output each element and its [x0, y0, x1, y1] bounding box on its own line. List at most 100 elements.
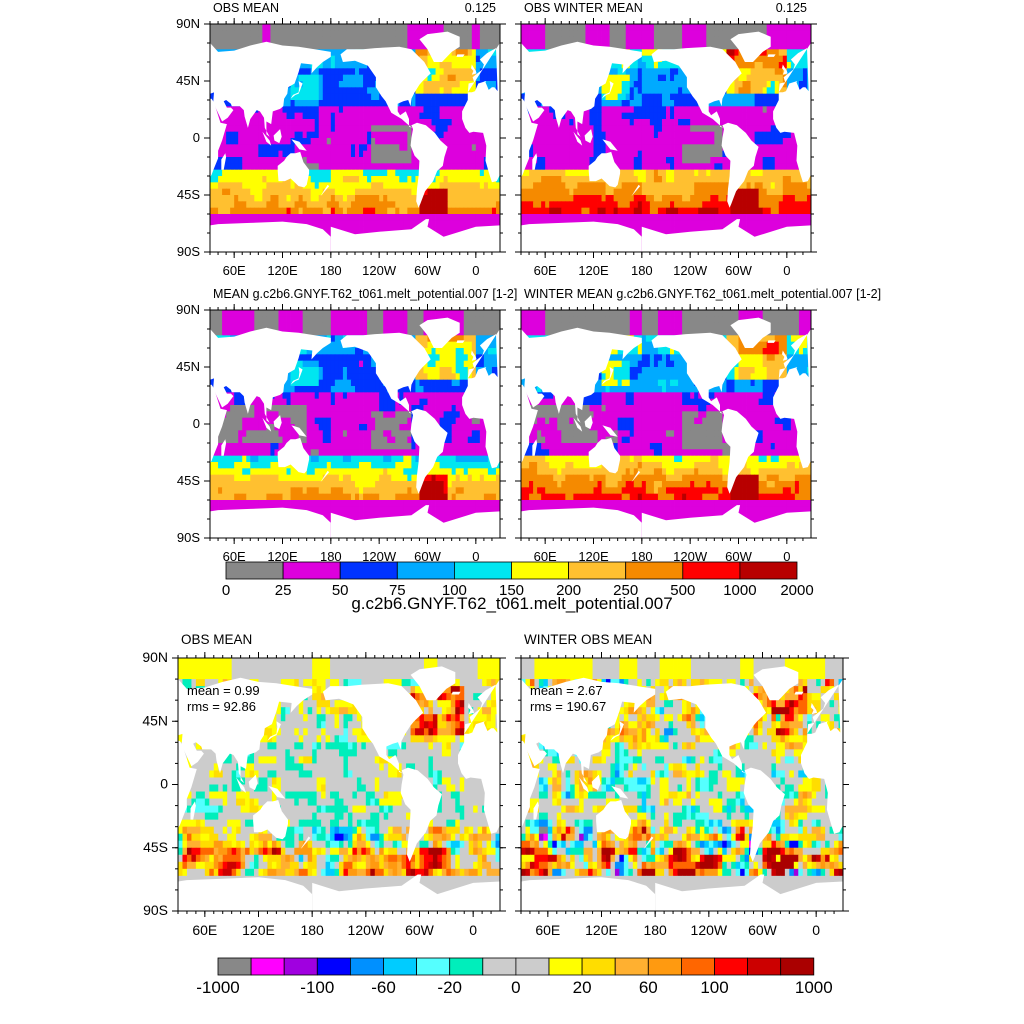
- field-cell: [326, 163, 332, 171]
- field-cell: [617, 125, 623, 133]
- field-cell: [226, 214, 231, 221]
- field-cell: [338, 36, 344, 44]
- field-cell: [762, 74, 768, 82]
- field-cell: [738, 119, 743, 126]
- field-cell: [645, 112, 651, 120]
- field-cell: [318, 43, 324, 50]
- field-cell: [395, 188, 400, 196]
- field-cell: [657, 150, 663, 158]
- field-cell: [557, 138, 562, 145]
- field-cell: [322, 182, 328, 190]
- field-cell: [545, 214, 550, 221]
- field-cell: [419, 43, 424, 50]
- field-cell: [670, 106, 675, 114]
- field-cell: [657, 214, 663, 221]
- field-cell: [742, 87, 747, 95]
- field-cell: [435, 106, 440, 114]
- field-cell: [678, 201, 683, 209]
- field-cell: [561, 176, 566, 183]
- field-cell: [346, 188, 352, 196]
- field-cell: [533, 201, 538, 209]
- field-cell: [318, 62, 324, 69]
- field-cell: [246, 36, 251, 44]
- field-cell: [798, 201, 804, 209]
- field-cell: [545, 207, 550, 215]
- field-cell: [415, 157, 420, 164]
- field-cell: [521, 182, 526, 190]
- field-cell: [670, 163, 675, 171]
- field-cell: [625, 157, 631, 164]
- field-cell: [617, 195, 623, 202]
- field-cell: [637, 131, 643, 139]
- field-cell: [670, 169, 675, 177]
- field-cell: [561, 207, 566, 215]
- field-cell: [666, 150, 671, 158]
- field-cell: [686, 125, 691, 133]
- field-cell: [746, 207, 751, 215]
- field-cell: [246, 182, 251, 190]
- field-cell: [702, 157, 707, 164]
- field-cell: [714, 182, 719, 190]
- field-cell: [435, 195, 440, 202]
- field-cell: [230, 36, 235, 44]
- field-cell: [431, 188, 436, 196]
- field-cell: [694, 176, 699, 183]
- field-cell: [633, 30, 639, 38]
- field-cell: [541, 182, 546, 190]
- field-cell: [491, 81, 497, 88]
- field-cell: [250, 195, 255, 202]
- field-cell: [694, 131, 699, 139]
- field-cell: [475, 55, 481, 63]
- field-cell: [661, 62, 667, 69]
- field-cell: [407, 43, 412, 50]
- field-cell: [350, 112, 356, 120]
- field-cell: [597, 195, 602, 202]
- field-cell: [645, 207, 651, 215]
- field-cell: [234, 30, 239, 38]
- field-cell: [734, 188, 739, 196]
- field-cell: [750, 100, 756, 107]
- field-cell: [419, 214, 424, 221]
- field-cell: [330, 195, 336, 202]
- field-cell: [666, 176, 671, 183]
- field-cell: [222, 214, 227, 221]
- field-cell: [322, 195, 328, 202]
- field-cell: [455, 201, 461, 209]
- field-cell: [750, 106, 756, 114]
- field-cell: [742, 119, 747, 126]
- field-cell: [258, 138, 263, 145]
- field-cell: [326, 207, 332, 215]
- field-cell: [706, 195, 711, 202]
- field-cell: [533, 214, 538, 221]
- field-cell: [633, 131, 639, 139]
- field-cell: [786, 182, 792, 190]
- field-cell: [653, 214, 659, 221]
- field-cell: [290, 214, 295, 221]
- field-cell: [306, 68, 312, 76]
- field-cell: [686, 144, 691, 152]
- field-cell: [431, 62, 436, 69]
- field-cell: [666, 138, 671, 145]
- field-cell: [698, 112, 703, 120]
- field-cell: [686, 176, 691, 183]
- field-cell: [589, 201, 594, 209]
- field-cell: [262, 125, 267, 133]
- field-cell: [613, 68, 619, 76]
- field-cell: [581, 207, 586, 215]
- field-cell: [355, 106, 360, 114]
- field-cell: [802, 74, 808, 82]
- field-cell: [463, 74, 469, 82]
- field-cell: [585, 214, 590, 221]
- field-cell: [653, 30, 659, 38]
- field-cell: [726, 157, 731, 164]
- field-cell: [463, 62, 469, 69]
- field-cell: [455, 207, 461, 215]
- field-cell: [355, 195, 360, 202]
- field-cell: [346, 24, 352, 31]
- field-cell: [742, 125, 747, 133]
- field-cell: [290, 195, 295, 202]
- field-cell: [706, 207, 711, 215]
- field-cell: [645, 144, 651, 152]
- field-cell: [403, 36, 408, 44]
- field-cell: [262, 195, 267, 202]
